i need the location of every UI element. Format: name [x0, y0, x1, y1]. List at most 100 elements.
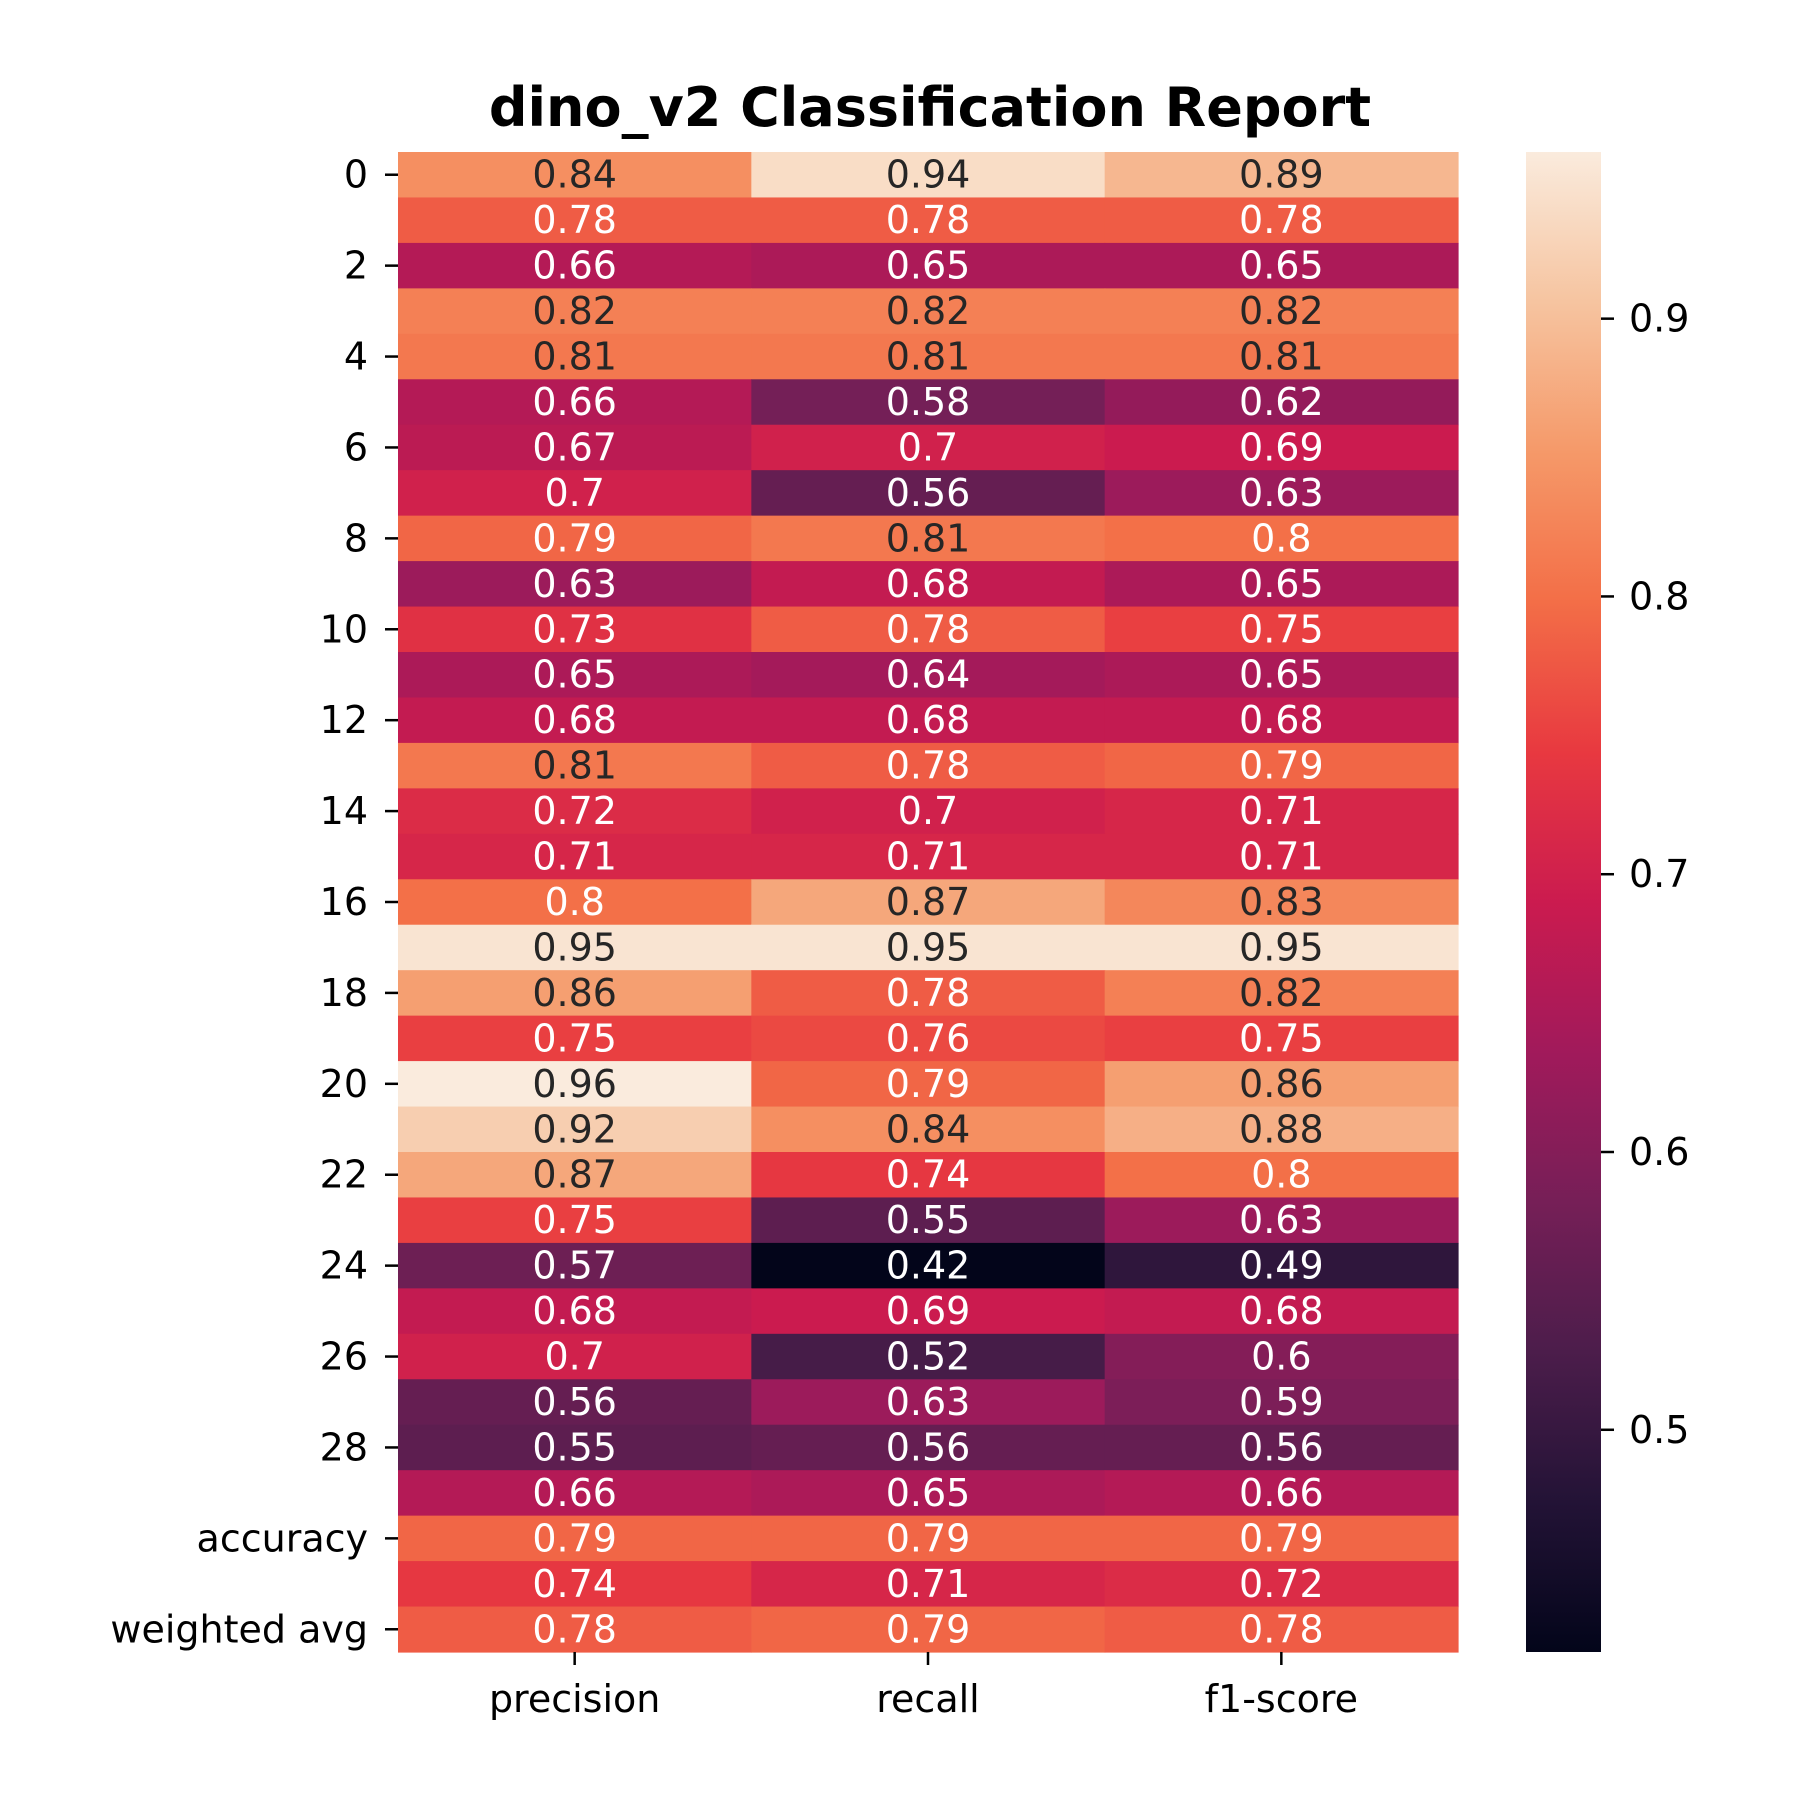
cell-value-label: 0.7 [544, 1335, 604, 1379]
cell-value-label: 0.79 [886, 1607, 971, 1651]
cell-value-label: 0.68 [1239, 698, 1324, 742]
cell-value-label: 0.65 [1239, 653, 1324, 697]
y-tick-label: 14 [320, 789, 368, 833]
cell-value-label: 0.55 [886, 1198, 971, 1242]
y-tick-label: 24 [320, 1244, 368, 1288]
cell-value-label: 0.79 [886, 1516, 971, 1560]
cell-value-label: 0.67 [532, 425, 617, 469]
cell-value-label: 0.76 [886, 1016, 971, 1060]
x-tick-label: f1-score [1205, 1677, 1358, 1721]
cell-value-label: 0.7 [898, 789, 958, 833]
cell-value-label: 0.52 [886, 1335, 971, 1379]
colorbar-tick-label: 0.5 [1629, 1408, 1689, 1452]
y-tick-label: 6 [344, 425, 368, 469]
cell-value-label: 0.66 [532, 1471, 617, 1515]
cell-value-label: 0.57 [532, 1244, 617, 1288]
cell-value-label: 0.75 [1239, 607, 1324, 651]
cell-value-label: 0.68 [886, 698, 971, 742]
cell-value-label: 0.86 [1239, 1062, 1324, 1106]
colorbar: 0.5 0.6 0.7 0.8 0.9 [1526, 152, 1689, 1652]
cell-value-label: 0.71 [532, 835, 617, 879]
cell-value-label: 0.78 [886, 198, 971, 242]
cell-value-label: 0.86 [532, 971, 617, 1015]
cell-value-label: 0.65 [886, 1471, 971, 1515]
cell-value-label: 0.69 [886, 1289, 971, 1333]
x-axis: precision recall f1-score [489, 1652, 1358, 1721]
cell-value-label: 0.63 [1239, 471, 1324, 515]
y-tick-label: 26 [320, 1335, 368, 1379]
cell-value-label: 0.84 [532, 153, 617, 197]
y-tick-label: 12 [320, 698, 368, 742]
cell-value-label: 0.63 [886, 1380, 971, 1424]
cell-value-label: 0.71 [886, 1562, 971, 1606]
x-tick-label: precision [489, 1677, 660, 1721]
cell-value-label: 0.75 [1239, 1016, 1324, 1060]
y-tick-label: 10 [320, 607, 368, 651]
chart-title: dino_v2 Classification Report [489, 76, 1371, 139]
colorbar-tick-label: 0.6 [1629, 1130, 1689, 1174]
colorbar-tick-label: 0.8 [1629, 574, 1689, 618]
cell-value-label: 0.69 [1239, 425, 1324, 469]
y-tick-label: 18 [320, 971, 368, 1015]
y-tick-label: 8 [344, 516, 368, 560]
y-tick-label: 20 [320, 1062, 368, 1106]
cell-value-label: 0.79 [1239, 744, 1324, 788]
cell-value-label: 0.92 [532, 1107, 617, 1151]
cell-value-label: 0.42 [886, 1244, 971, 1288]
cell-value-label: 0.56 [1239, 1425, 1324, 1469]
cell-value-label: 0.75 [532, 1016, 617, 1060]
cell-value-label: 0.68 [886, 562, 971, 606]
cell-value-label: 0.78 [886, 607, 971, 651]
cell-value-label: 0.8 [1251, 516, 1311, 560]
cell-value-label: 0.78 [532, 1607, 617, 1651]
cell-value-label: 0.82 [532, 289, 617, 333]
cell-value-label: 0.94 [886, 153, 971, 197]
cell-value-label: 0.79 [532, 516, 617, 560]
cell-value-label: 0.79 [532, 1516, 617, 1560]
cell-value-label: 0.62 [1239, 380, 1324, 424]
cell-value-label: 0.95 [886, 925, 971, 969]
cell-value-label: 0.79 [886, 1062, 971, 1106]
y-tick-label: 4 [344, 335, 368, 379]
cell-value-label: 0.58 [886, 380, 971, 424]
cell-value-label: 0.87 [886, 880, 971, 924]
cell-value-label: 0.72 [1239, 1562, 1324, 1606]
cell-value-label: 0.78 [886, 744, 971, 788]
cell-value-label: 0.56 [886, 471, 971, 515]
cell-value-label: 0.66 [1239, 1471, 1324, 1515]
cell-value-label: 0.78 [886, 971, 971, 1015]
cell-value-label: 0.56 [532, 1380, 617, 1424]
y-axis: 0246810121416182022242628accuracyweighte… [110, 153, 398, 1652]
cell-value-label: 0.95 [532, 925, 617, 969]
cell-value-label: 0.96 [532, 1062, 617, 1106]
y-tick-label: accuracy [197, 1516, 368, 1560]
cell-value-label: 0.66 [532, 244, 617, 288]
cell-value-label: 0.6 [1251, 1335, 1311, 1379]
cell-value-label: 0.56 [886, 1425, 971, 1469]
cell-value-label: 0.82 [1239, 289, 1324, 333]
y-tick-label: weighted avg [110, 1607, 368, 1651]
cell-value-label: 0.78 [532, 198, 617, 242]
cell-value-label: 0.81 [1239, 335, 1324, 379]
cell-value-label: 0.68 [532, 698, 617, 742]
cell-value-label: 0.65 [1239, 244, 1324, 288]
cell-value-label: 0.71 [1239, 789, 1324, 833]
cell-value-label: 0.81 [532, 335, 617, 379]
cell-value-label: 0.72 [532, 789, 617, 833]
cell-value-label: 0.7 [898, 425, 958, 469]
cell-value-label: 0.71 [1239, 835, 1324, 879]
cell-value-label: 0.74 [886, 1153, 971, 1197]
cell-value-label: 0.66 [532, 380, 617, 424]
cell-value-label: 0.81 [886, 335, 971, 379]
cell-value-label: 0.68 [1239, 1289, 1324, 1333]
cell-value-label: 0.68 [532, 1289, 617, 1333]
y-tick-label: 28 [320, 1425, 368, 1469]
cell-value-label: 0.89 [1239, 153, 1324, 197]
y-tick-label: 0 [344, 153, 368, 197]
cell-value-label: 0.74 [532, 1562, 617, 1606]
cell-value-label: 0.75 [532, 1198, 617, 1242]
y-tick-label: 22 [320, 1153, 368, 1197]
cell-value-label: 0.81 [886, 516, 971, 560]
